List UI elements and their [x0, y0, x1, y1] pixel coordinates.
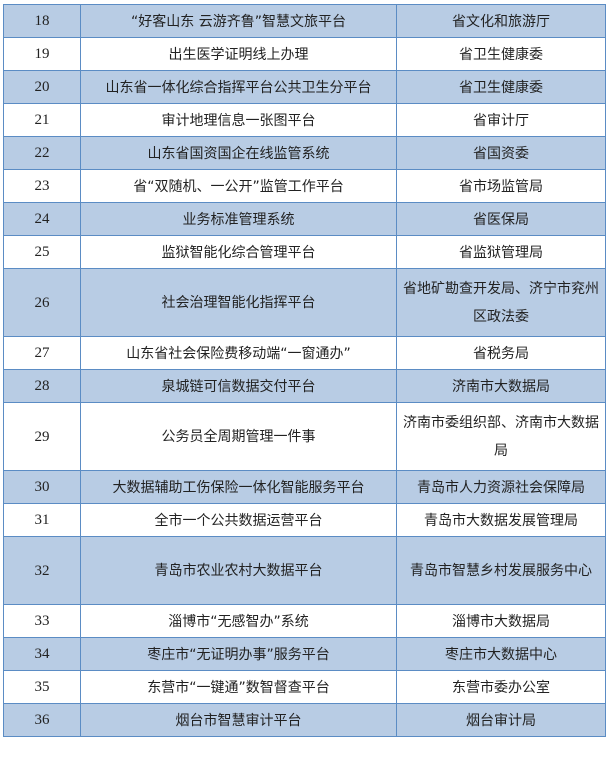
table-row: 31 全市一个公共数据运营平台 青岛市大数据发展管理局 — [3, 503, 606, 537]
platform-name: 泉城链可信数据交付平台 — [80, 369, 397, 403]
platform-name: 大数据辅助工伤保险一体化智能服务平台 — [80, 470, 397, 504]
platform-name: 公务员全周期管理一件事 — [80, 402, 397, 471]
table-row: 32 青岛市农业农村大数据平台 青岛市智慧乡村发展服务中心 — [3, 536, 606, 605]
table-row: 20 山东省一体化综合指挥平台公共卫生分平台 省卫生健康委 — [3, 70, 606, 104]
table-row: 25 监狱智能化综合管理平台 省监狱管理局 — [3, 235, 606, 269]
department: 青岛市大数据发展管理局 — [396, 503, 606, 537]
table-row: 28 泉城链可信数据交付平台 济南市大数据局 — [3, 369, 606, 403]
table-row: 19 出生医学证明线上办理 省卫生健康委 — [3, 37, 606, 71]
department: 省文化和旅游厅 — [396, 4, 606, 38]
platform-name: 枣庄市“无证明办事”服务平台 — [80, 637, 397, 671]
row-number: 28 — [3, 369, 81, 403]
row-number: 36 — [3, 703, 81, 737]
department: 省卫生健康委 — [396, 37, 606, 71]
row-number: 35 — [3, 670, 81, 704]
platform-name: 全市一个公共数据运营平台 — [80, 503, 397, 537]
department: 青岛市智慧乡村发展服务中心 — [396, 536, 606, 605]
department: 省卫生健康委 — [396, 70, 606, 104]
department: 东营市委办公室 — [396, 670, 606, 704]
platform-name: 出生医学证明线上办理 — [80, 37, 397, 71]
department: 青岛市人力资源社会保障局 — [396, 470, 606, 504]
row-number: 33 — [3, 604, 81, 638]
department: 省市场监管局 — [396, 169, 606, 203]
department: 枣庄市大数据中心 — [396, 637, 606, 671]
platform-name: 山东省社会保险费移动端“一窗通办” — [80, 336, 397, 370]
platform-name: 省“双随机、一公开”监管工作平台 — [80, 169, 397, 203]
platform-name: 监狱智能化综合管理平台 — [80, 235, 397, 269]
department: 省医保局 — [396, 202, 606, 236]
row-number: 32 — [3, 536, 81, 605]
row-number: 18 — [3, 4, 81, 38]
row-number: 29 — [3, 402, 81, 471]
row-number: 22 — [3, 136, 81, 170]
department: 淄博市大数据局 — [396, 604, 606, 638]
table-row: 27 山东省社会保险费移动端“一窗通办” 省税务局 — [3, 336, 606, 370]
table-row: 18 “好客山东 云游齐鲁”智慧文旅平台 省文化和旅游厅 — [3, 4, 606, 38]
department: 省地矿勘查开发局、济宁市兖州区政法委 — [396, 268, 606, 337]
row-number: 21 — [3, 103, 81, 137]
table-row: 21 审计地理信息一张图平台 省审计厅 — [3, 103, 606, 137]
row-number: 23 — [3, 169, 81, 203]
table-row: 29 公务员全周期管理一件事 济南市委组织部、济南市大数据局 — [3, 402, 606, 471]
department: 省国资委 — [396, 136, 606, 170]
platform-name: 青岛市农业农村大数据平台 — [80, 536, 397, 605]
department: 省监狱管理局 — [396, 235, 606, 269]
row-number: 24 — [3, 202, 81, 236]
platform-name: 淄博市“无感智办”系统 — [80, 604, 397, 638]
row-number: 31 — [3, 503, 81, 537]
department: 济南市大数据局 — [396, 369, 606, 403]
table-row: 36 烟台市智慧审计平台 烟台审计局 — [3, 703, 606, 737]
platform-name: 业务标准管理系统 — [80, 202, 397, 236]
platform-table: 18 “好客山东 云游齐鲁”智慧文旅平台 省文化和旅游厅 19 出生医学证明线上办理 省卫… — [3, 4, 606, 737]
table-row: 24 业务标准管理系统 省医保局 — [3, 202, 606, 236]
table-row: 30 大数据辅助工伤保险一体化智能服务平台 青岛市人力资源社会保障局 — [3, 470, 606, 504]
row-number: 20 — [3, 70, 81, 104]
table-row: 35 东营市“一键通”数智督查平台 东营市委办公室 — [3, 670, 606, 704]
table-row: 33 淄博市“无感智办”系统 淄博市大数据局 — [3, 604, 606, 638]
table-body: 18 “好客山东 云游齐鲁”智慧文旅平台 省文化和旅游厅 19 出生医学证明线上办理 省卫… — [3, 4, 606, 737]
platform-name: 山东省国资国企在线监管系统 — [80, 136, 397, 170]
table-row: 34 枣庄市“无证明办事”服务平台 枣庄市大数据中心 — [3, 637, 606, 671]
table-row: 26 社会治理智能化指挥平台 省地矿勘查开发局、济宁市兖州区政法委 — [3, 268, 606, 337]
platform-name: 烟台市智慧审计平台 — [80, 703, 397, 737]
table-row: 23 省“双随机、一公开”监管工作平台 省市场监管局 — [3, 169, 606, 203]
platform-name: 东营市“一键通”数智督查平台 — [80, 670, 397, 704]
department: 烟台审计局 — [396, 703, 606, 737]
row-number: 34 — [3, 637, 81, 671]
row-number: 27 — [3, 336, 81, 370]
platform-name: “好客山东 云游齐鲁”智慧文旅平台 — [80, 4, 397, 38]
row-number: 30 — [3, 470, 81, 504]
platform-name: 审计地理信息一张图平台 — [80, 103, 397, 137]
platform-name: 社会治理智能化指挥平台 — [80, 268, 397, 337]
department: 省税务局 — [396, 336, 606, 370]
row-number: 19 — [3, 37, 81, 71]
table-row: 22 山东省国资国企在线监管系统 省国资委 — [3, 136, 606, 170]
department: 省审计厅 — [396, 103, 606, 137]
platform-name: 山东省一体化综合指挥平台公共卫生分平台 — [80, 70, 397, 104]
row-number: 26 — [3, 268, 81, 337]
department: 济南市委组织部、济南市大数据局 — [396, 402, 606, 471]
row-number: 25 — [3, 235, 81, 269]
